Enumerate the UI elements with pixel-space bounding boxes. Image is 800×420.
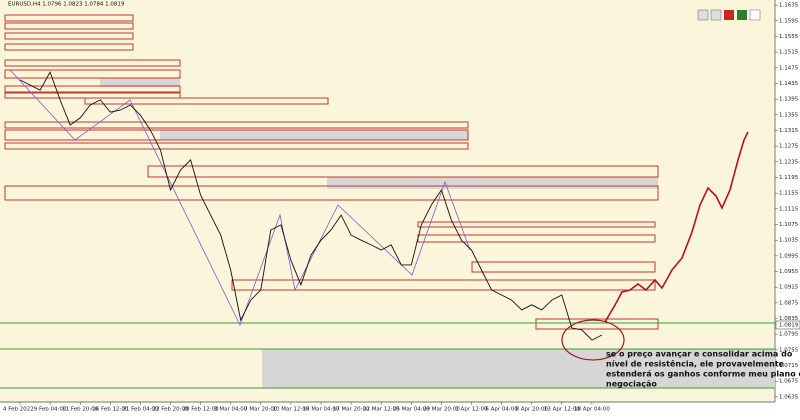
toolbar: [697, 9, 761, 21]
y-tick-label: 1.1195: [779, 175, 799, 181]
annotation-line: nível de resistência, ele provavelmente: [606, 359, 785, 369]
x-tick-label: 7 Mar 20:00: [244, 407, 278, 413]
x-tick-label: 25 Mar 04:00: [393, 407, 430, 413]
icon: [710, 9, 722, 21]
icon: [749, 9, 761, 21]
y-tick-label: 1.1395: [779, 97, 799, 103]
icon: [724, 10, 734, 20]
y-tick-label: 1.1355: [779, 112, 799, 118]
x-tick-label: 3 Mar 04:00: [214, 407, 248, 413]
zone: [4, 85, 181, 93]
x-tick-label: 13 Apr 12:00: [544, 407, 580, 413]
zone: [4, 14, 134, 22]
y-tick-label: 1.1275: [779, 144, 799, 150]
highlight-circle: [561, 319, 625, 361]
x-tick-label: 28 Feb 12:00: [183, 407, 220, 413]
projection: [604, 131, 749, 323]
x-tick-label: 23 Feb 20:00: [152, 407, 189, 413]
y-tick-label: 1.0995: [779, 253, 799, 259]
y-tick-label: 1.1315: [779, 128, 799, 134]
y-tick-label: 1.0675: [779, 379, 799, 385]
x-tick-label: 10 Mar 12:00: [273, 407, 310, 413]
x-tick-label: 11 Feb 20:00: [62, 407, 99, 413]
y-tick-label: 1.1035: [779, 238, 799, 244]
x-tick-label: 15 Mar 04:00: [303, 407, 340, 413]
last-price: 1.0819: [779, 323, 799, 329]
y-tick-label: 1.1555: [779, 34, 799, 40]
zone: [84, 97, 329, 105]
y-tick-label: 1.0715: [779, 363, 799, 369]
icon: [737, 10, 747, 20]
zone: [4, 32, 134, 40]
annotation: se o preço avançar e consolidar acima do…: [606, 350, 800, 389]
zone: [4, 22, 134, 30]
zone: [147, 165, 659, 178]
annotation-line: se o preço avançar e consolidar acima do: [606, 350, 793, 359]
zone-fill: [160, 130, 468, 140]
y-tick-label: 1.0635: [779, 394, 799, 400]
zone: [417, 221, 656, 228]
zone-fill: [262, 349, 775, 388]
x-tick-label: 18 Apr 04:00: [574, 407, 610, 413]
zone: [4, 69, 181, 79]
x-tick-label: 17 Mar 20:00: [333, 407, 370, 413]
zone: [4, 142, 469, 150]
y-tick-label: 1.1515: [779, 50, 799, 56]
y-tick-label: 1.0755: [779, 347, 799, 353]
annotation-line: negociação: [606, 380, 657, 389]
zone-fill: [100, 78, 180, 87]
y-tick-label: 1.1635: [779, 3, 799, 9]
y-tick-label: 1.1435: [779, 81, 799, 87]
zone: [4, 59, 181, 67]
y-tick-label: 1.1235: [779, 159, 799, 165]
x-tick-label: 21 Feb 04:00: [122, 407, 159, 413]
last-price-box: [775, 320, 800, 330]
zone: [535, 318, 659, 330]
zone: [4, 43, 134, 51]
price-line: [19, 71, 603, 341]
y-tick-label: 1.0875: [779, 300, 799, 306]
zone: [4, 121, 469, 129]
y-tick-label: 1.1155: [779, 191, 799, 197]
y-tick-label: 1.0795: [779, 332, 799, 338]
x-tick-label: 1 Apr 12:00: [455, 407, 488, 413]
x-tick-label: 4 Feb 2022: [3, 407, 34, 413]
icon: [697, 9, 709, 21]
y-tick-label: 1.1475: [779, 65, 799, 71]
zone: [471, 261, 656, 273]
y-tick-label: 1.0915: [779, 285, 799, 291]
symbol-header: EURUSD,H4 1.0796 1.0823 1.0784 1.0819: [8, 2, 125, 8]
y-tick-label: 1.0835: [779, 316, 799, 322]
x-tick-label: 22 Mar 12:00: [363, 407, 400, 413]
zone: [4, 129, 469, 141]
x-tick-label: 6 Apr 04:00: [485, 407, 518, 413]
y-tick-label: 1.1075: [779, 222, 799, 228]
annotation-line: estenderá os ganhos conforme meu plano d…: [606, 370, 800, 379]
zone: [231, 279, 656, 291]
x-tick-label: 16 Feb 12:00: [92, 407, 129, 413]
levels: [0, 322, 775, 389]
zones: [4, 14, 775, 388]
y-tick-label: 1.1115: [779, 206, 799, 212]
x-tick-label: 29 Mar 20:00: [423, 407, 460, 413]
x-tick-label: 8 Apr 20:00: [516, 407, 549, 413]
price-axis: [775, 0, 800, 416]
zone: [4, 185, 659, 201]
zone-fill: [327, 177, 658, 189]
x-tick-label: 9 Feb 04:00: [34, 407, 67, 413]
y-tick-label: 1.1595: [779, 18, 799, 24]
y-tick-label: 1.0955: [779, 269, 799, 275]
time-axis: [0, 402, 800, 416]
zigzag: [9, 69, 471, 327]
